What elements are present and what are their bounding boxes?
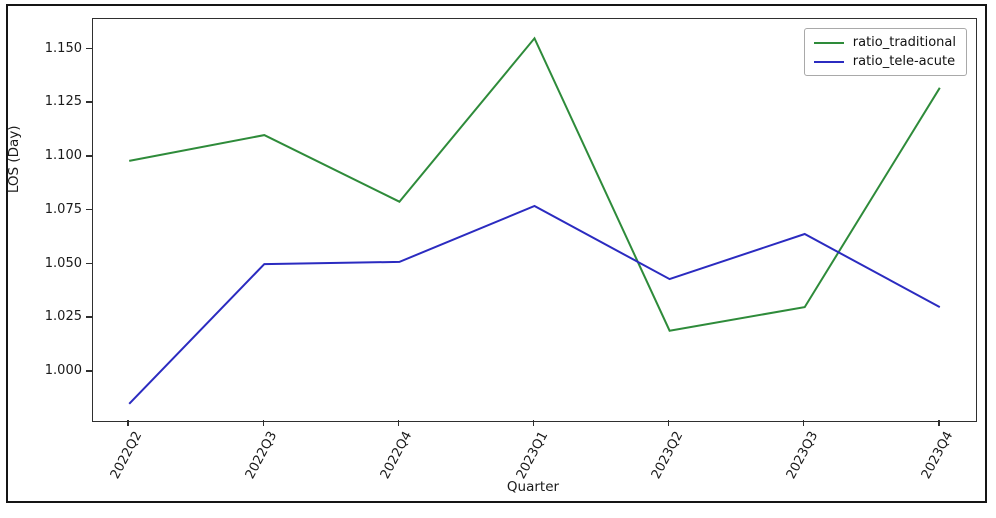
y-tick-label: 1.050 xyxy=(44,255,82,271)
y-tick-label: 1.075 xyxy=(44,201,82,217)
x-tick-label: 2023Q1 xyxy=(513,429,551,482)
legend-item: ratio_tele-acute xyxy=(813,54,956,69)
y-tick-mark xyxy=(86,101,92,103)
x-tick-label: 2022Q3 xyxy=(243,429,281,482)
legend-label: ratio_tele-acute xyxy=(852,54,956,69)
y-tick-mark xyxy=(86,262,92,265)
x-tick-mark xyxy=(938,420,940,426)
series-line-ratio_tele-acute xyxy=(128,204,941,405)
y-tick-mark xyxy=(86,208,92,211)
x-tick-mark xyxy=(127,420,129,426)
legend-line-swatch xyxy=(813,41,844,44)
legend-line-swatch xyxy=(813,60,844,63)
x-tick-mark xyxy=(667,420,670,426)
y-tick-mark xyxy=(86,155,92,157)
y-tick-mark xyxy=(86,47,92,50)
y-tick-label: 1.125 xyxy=(44,94,82,110)
x-tick-mark xyxy=(532,420,535,426)
y-tick-label: 1.150 xyxy=(44,40,82,56)
x-tick-label: 2022Q2 xyxy=(107,429,146,482)
y-tick-mark xyxy=(86,316,92,318)
y-tick-label: 1.100 xyxy=(44,148,82,164)
y-tick-label: 1.000 xyxy=(44,363,82,379)
x-tick-mark xyxy=(397,420,400,426)
x-tick-mark xyxy=(802,420,805,426)
line-series-canvas xyxy=(128,36,941,405)
legend-label: ratio_traditional xyxy=(852,35,956,50)
x-tick-label: 2023Q2 xyxy=(648,429,686,482)
series-line-ratio_traditional xyxy=(129,36,941,332)
legend-item: ratio_traditional xyxy=(813,35,956,50)
y-tick-mark xyxy=(86,370,92,372)
y-tick-label: 1.025 xyxy=(44,309,82,325)
legend: ratio_traditional ratio_tele-acute xyxy=(803,28,967,76)
x-tick-label: 2022Q4 xyxy=(378,429,416,482)
x-axis-label: Quarter xyxy=(506,479,560,495)
x-tick-mark xyxy=(262,420,265,426)
figure-frame: ratio_traditional ratio_tele-acute 1.000 1… xyxy=(6,4,987,503)
x-tick-label: 2023Q3 xyxy=(783,429,821,482)
x-tick-label: 2023Q4 xyxy=(918,429,957,482)
y-axis-label: LOS (Day) xyxy=(6,125,22,194)
plot-area: ratio_traditional ratio_tele-acute xyxy=(92,18,977,422)
